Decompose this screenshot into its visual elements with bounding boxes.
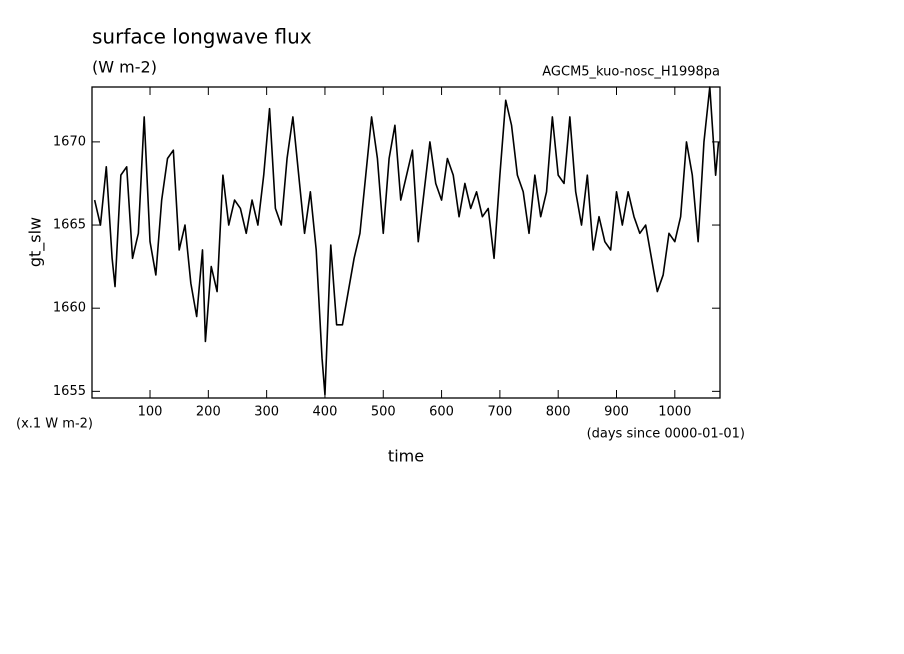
x-tick-label: 100 bbox=[138, 405, 163, 420]
y-tick-label: 1660 bbox=[53, 301, 86, 316]
y-tick-label: 1655 bbox=[53, 384, 86, 399]
x-tick-label: 400 bbox=[313, 405, 338, 420]
x-tick-label: 800 bbox=[546, 405, 571, 420]
x-tick-label: 600 bbox=[429, 405, 454, 420]
x-tick-label: 200 bbox=[196, 405, 221, 420]
x-tick-label: 500 bbox=[371, 405, 396, 420]
data-line bbox=[93, 86, 720, 396]
x-axis-label: time bbox=[388, 447, 424, 466]
subtitle: (W m-2) bbox=[92, 58, 157, 77]
x-tick-label: 300 bbox=[254, 405, 279, 420]
y-units: (x.1 W m-2) bbox=[16, 417, 93, 432]
y-axis-label: gt_slw bbox=[26, 217, 46, 267]
x-tick-label: 1000 bbox=[658, 405, 691, 420]
x-tick-label: 900 bbox=[604, 405, 629, 420]
annotation: AGCM5_kuo-nosc_H1998pa bbox=[542, 65, 720, 80]
x-units: (days since 0000-01-01) bbox=[587, 427, 745, 442]
plot-frame bbox=[91, 86, 721, 399]
y-tick-label: 1670 bbox=[53, 134, 86, 149]
x-tick-label: 700 bbox=[487, 405, 512, 420]
chart-title: surface longwave flux bbox=[92, 25, 312, 49]
y-tick-label: 1665 bbox=[53, 218, 86, 233]
